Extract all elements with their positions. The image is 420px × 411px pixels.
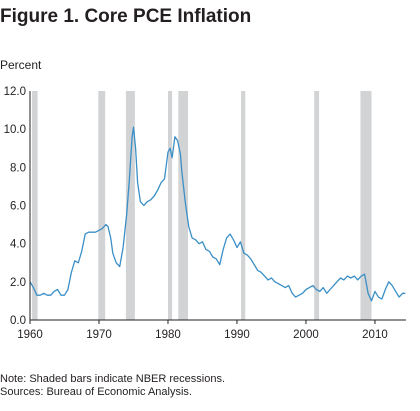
x-tick-marks: [29, 320, 376, 324]
x-tick-label-2: 1980: [155, 329, 181, 341]
y-tick-labels: 0.0 2.0 4.0 6.0 8.0 10.0 12.0: [4, 86, 26, 327]
x-tick-label-0: 1960: [17, 329, 43, 341]
x-tick-label-3: 1990: [224, 329, 250, 341]
recession-note: Note: Shaded bars indicate NBER recessio…: [0, 373, 226, 385]
y-unit-label: Percent: [0, 58, 42, 72]
recession-band-1: [98, 91, 106, 320]
y-tick-label-6: 12.0: [4, 86, 26, 98]
y-tick-label-4: 8.0: [10, 162, 26, 174]
recession-band-2: [125, 91, 135, 320]
recession-band-5: [241, 91, 246, 320]
x-tick-label-1: 1970: [86, 329, 112, 341]
sources-note: Sources: Bureau of Economic Analysis.: [0, 386, 192, 398]
y-tick-label-5: 10.0: [4, 124, 26, 136]
core-pce-inflation-line: [29, 126, 406, 302]
recession-band-4: [178, 91, 188, 320]
x-tick-label-4: 2000: [293, 329, 319, 341]
recession-band-6: [314, 91, 320, 320]
y-tick-label-1: 2.0: [10, 277, 26, 289]
chart-title: Figure 1. Core PCE Inflation: [0, 6, 252, 27]
y-tick-label-2: 4.0: [10, 239, 26, 251]
recession-band-0: [32, 91, 38, 320]
y-tick-label-0: 0.0: [10, 315, 26, 327]
x-tick-labels: 1960 1970 1980 1990 2000 2010: [17, 329, 388, 341]
y-tick-label-3: 6.0: [10, 201, 26, 213]
recession-band-3: [167, 91, 173, 320]
recession-band-7: [360, 91, 372, 320]
recession-bands: [32, 91, 372, 320]
x-tick-label-5: 2010: [362, 329, 388, 341]
